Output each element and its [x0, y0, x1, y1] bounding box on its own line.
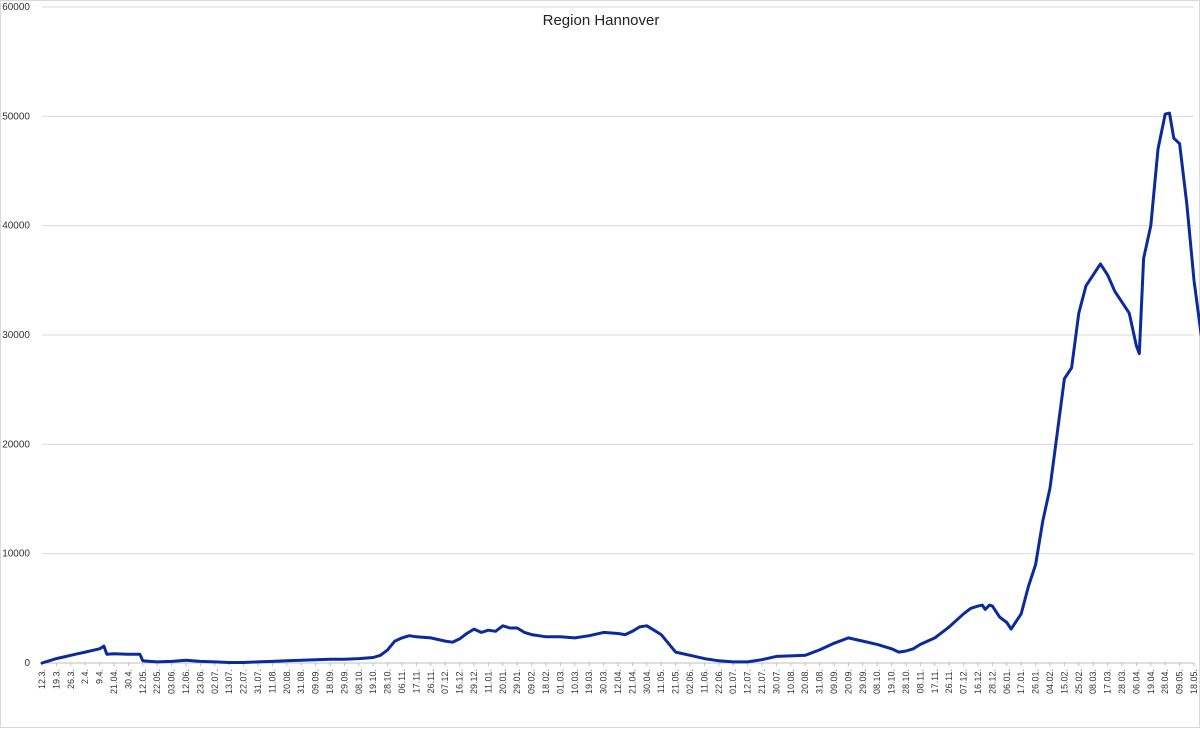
x-tick-label: 19.3.: [51, 669, 61, 689]
x-tick-label: 11.01.: [483, 669, 493, 693]
x-tick-label: 28.10.: [901, 669, 911, 694]
x-tick-label: 09.02.: [527, 669, 537, 694]
x-tick-label: 09.09.: [829, 669, 839, 694]
x-tick-label: 31.08.: [296, 669, 306, 694]
x-tick-label: 30.04.: [642, 669, 652, 694]
x-tick-label: 01.03.: [555, 669, 565, 694]
y-tick-label: 20000: [2, 439, 30, 450]
x-tick-label: 26.01.: [1031, 669, 1041, 694]
x-tick-label: 12.04.: [613, 669, 623, 694]
x-tick-label: 19.10.: [887, 669, 897, 694]
x-tick-label: 21.07.: [757, 669, 767, 694]
gridlines: [42, 6, 1194, 664]
x-tick-label: 06.04.: [1131, 669, 1141, 694]
x-tick-label: 09.09.: [311, 669, 321, 694]
x-tick-label: 12.06.: [181, 669, 191, 694]
x-tick-label: 08.10.: [872, 669, 882, 694]
series-group: [40, 111, 1200, 665]
x-tick-label: 30.03.: [599, 669, 609, 694]
x-tick-label: 18.02.: [541, 669, 551, 694]
x-tick-label: 08.03.: [1088, 669, 1098, 694]
x-tick-label: 12.05.: [138, 669, 148, 694]
x-tick-label: 29.12.: [469, 669, 479, 694]
x-tick-label: 30.07.: [771, 669, 781, 694]
x-tick-label: 21.05.: [671, 669, 681, 694]
x-tick-label: 16.12.: [455, 669, 465, 694]
x-tick-label: 19.03.: [584, 669, 594, 694]
x-tick-label: 22.07.: [239, 669, 249, 694]
x-tick-label: 04.02.: [1045, 669, 1055, 694]
x-tick-label: 08.10.: [354, 669, 364, 694]
y-axis-ticks: 0 10000 20000 30000 40000 50000 60000: [2, 2, 30, 669]
x-tick-label: 13.07.: [224, 669, 234, 694]
x-tick-label: 23.06.: [195, 669, 205, 694]
x-tick-label: 08.11.: [915, 669, 925, 693]
x-tick-label: 28.04.: [1160, 669, 1170, 694]
x-tick-label: 29.09.: [858, 669, 868, 694]
x-tick-label: 25.02.: [1074, 669, 1084, 694]
y-tick-label: 50000: [2, 111, 30, 122]
x-tick-label: 26.3.: [66, 669, 76, 689]
y-tick-label: 10000: [2, 549, 30, 560]
x-tick-label: 06.11.: [397, 669, 407, 693]
x-tick-label: 22.05.: [152, 669, 162, 694]
x-tick-label: 19.04.: [1146, 669, 1156, 694]
x-tick-label: 28.12.: [987, 669, 997, 694]
x-tick-label: 10.08.: [786, 669, 796, 694]
x-tick-label: 02.07.: [210, 669, 220, 694]
x-tick-label: 03.06.: [167, 669, 177, 694]
x-tick-label: 9.4.: [95, 669, 105, 684]
x-tick-label: 26.11.: [944, 669, 954, 693]
x-tick-label: 06.01.: [1002, 669, 1012, 694]
x-tick-label: 11.08.: [267, 669, 277, 693]
x-tick-label: 28.10.: [383, 669, 393, 694]
x-tick-label: 20.09.: [843, 669, 853, 694]
x-tick-label: 07.12.: [959, 669, 969, 694]
x-tick-label: 31.07.: [253, 669, 263, 694]
x-tick-label: 21.04.: [627, 669, 637, 694]
x-tick-label: 01.07.: [728, 669, 738, 694]
x-tick-label: 28.03.: [1117, 669, 1127, 694]
x-tick-label: 29.01.: [512, 669, 522, 694]
x-tick-label: 12.07.: [743, 669, 753, 694]
x-tick-label: 20.08.: [282, 669, 292, 694]
x-tick-label: 17.11.: [411, 669, 421, 693]
x-tick-label: 22.06.: [714, 669, 724, 694]
x-tick-label: 11.05.: [656, 669, 666, 693]
y-tick-label: 40000: [2, 221, 30, 232]
x-tick-label: 16.12.: [973, 669, 983, 694]
x-tick-label: 18.09.: [325, 669, 335, 694]
x-tick-label: 17.01.: [1016, 669, 1026, 694]
x-tick-label: 31.08.: [815, 669, 825, 694]
x-tick-label: 20.08.: [800, 669, 810, 694]
x-tick-label: 12.3.: [37, 669, 47, 689]
x-tick-label: 20.01.: [498, 669, 508, 694]
x-tick-label: 10.03.: [570, 669, 580, 694]
x-tick-label: 29.09.: [339, 669, 349, 694]
x-tick-label: 17.03.: [1103, 669, 1113, 694]
x-tick-label: 09.05.: [1175, 669, 1185, 694]
x-tick-label: 07.12.: [440, 669, 450, 694]
x-tick-label: 2.4.: [80, 669, 90, 684]
x-tick-label: 17.11.: [930, 669, 940, 693]
y-tick-label: 30000: [2, 330, 30, 341]
y-tick-label: 0: [24, 658, 30, 669]
x-tick-label: 18.05.: [1189, 669, 1199, 694]
x-axis-ticks: 12.3. 19.3. 26.3. 2.4. 9.4. 21.04. 30.4. 12.05.…: [37, 663, 1199, 694]
x-tick-label: 15.02.: [1059, 669, 1069, 694]
y-tick-label: 60000: [2, 2, 30, 13]
x-tick-label: 11.06.: [699, 669, 709, 693]
x-tick-label: 02.06.: [685, 669, 695, 694]
series-line: [40, 111, 1200, 665]
x-tick-label: 19.10.: [368, 669, 378, 694]
chart-title: Region Hannover: [543, 12, 660, 29]
x-tick-label: 26.11.: [426, 669, 436, 693]
x-tick-label: 30.4.: [123, 669, 133, 689]
x-tick-label: 21.04.: [109, 669, 119, 694]
